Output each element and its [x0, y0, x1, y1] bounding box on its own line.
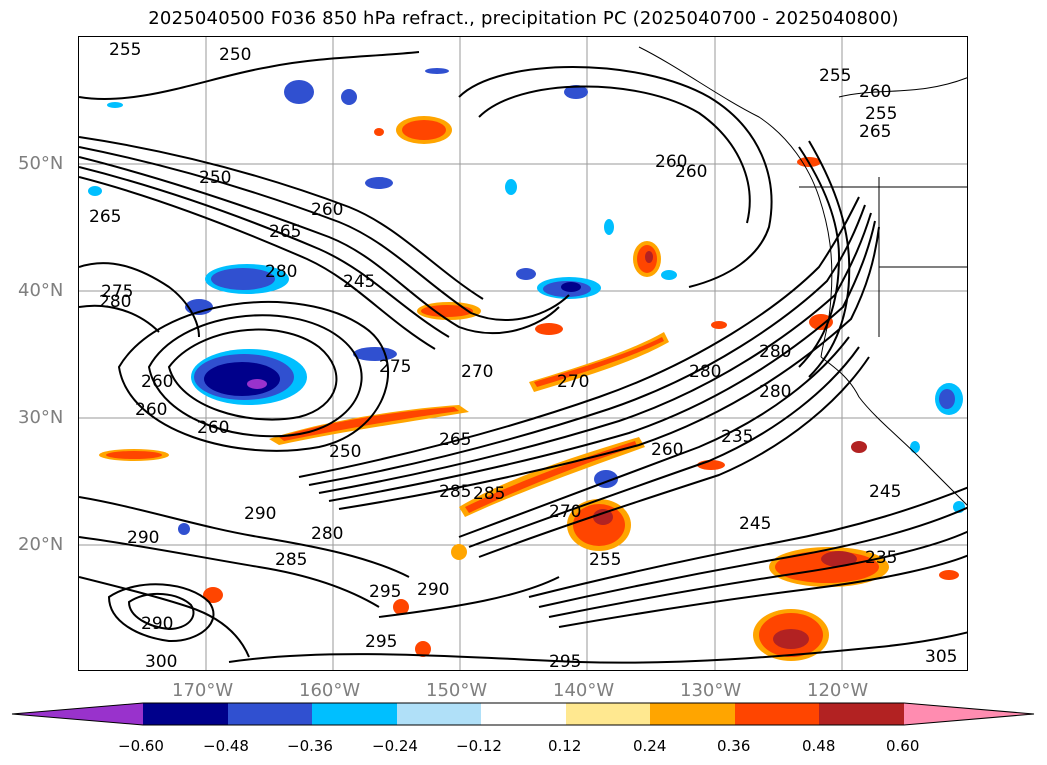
- contour-label: 255: [589, 550, 621, 570]
- colorbar-segment: [650, 703, 735, 725]
- contour-label: 280: [265, 262, 297, 282]
- contour-label: 235: [721, 427, 753, 447]
- lat-label-40n: 40°N: [18, 280, 64, 301]
- contour-label: 275: [101, 282, 133, 302]
- colorbar-segment: [143, 703, 228, 725]
- contour-label: 280: [689, 362, 721, 382]
- contour-label: 295: [365, 632, 397, 652]
- lat-label-20n: 20°N: [18, 534, 64, 555]
- contour-label: 250: [219, 45, 251, 65]
- contour-label: 260: [197, 418, 229, 438]
- contour-label: 260: [651, 440, 683, 460]
- lat-label-50n: 50°N: [18, 153, 64, 174]
- contour-label: 290: [127, 528, 159, 548]
- contour-label: 255: [819, 66, 851, 86]
- contour-labels: 255 250 260 265 280 275 260 270 260 270 …: [89, 40, 957, 671]
- colorbar-segment: [312, 703, 397, 725]
- contour-label: 260: [141, 372, 173, 392]
- negative-anomaly-patches: [88, 68, 965, 535]
- colorbar-tick: −0.12: [456, 737, 502, 755]
- contour-label: 235: [865, 548, 897, 568]
- lon-label-120w: 120°W: [807, 680, 869, 701]
- colorbar-tick: −0.60: [118, 737, 164, 755]
- map-title: 2025040500 F036 850 hPa refract., precip…: [148, 8, 899, 29]
- contour-label: 305: [925, 647, 957, 667]
- contour-label: 270: [549, 502, 581, 522]
- contour-label: 290: [244, 504, 276, 524]
- map-canvas: 255 250 260 265 280 275 260 270 260 270 …: [79, 37, 967, 671]
- contour-label: 295: [549, 652, 581, 671]
- contour-label: 280: [99, 292, 131, 312]
- colorbar-extend-high: [904, 703, 1034, 725]
- graticule: [79, 37, 967, 670]
- contour-label: 260: [135, 400, 167, 420]
- contour-label: 270: [461, 362, 493, 382]
- contour-label: 260: [311, 200, 343, 220]
- contour-label: 260: [859, 82, 891, 102]
- colorbar-segment: [735, 703, 819, 725]
- lon-label-130w: 130°W: [680, 680, 742, 701]
- colorbar-tick: 0.24: [633, 737, 667, 755]
- contour-label: 270: [557, 372, 589, 392]
- colorbar-tick: 0.48: [802, 737, 836, 755]
- colorbar-tick: −0.48: [203, 737, 249, 755]
- contour-label: 280: [759, 382, 791, 402]
- contour-label: 280: [311, 524, 343, 544]
- contour-label: 280: [759, 342, 791, 362]
- colorbar-segment: [566, 703, 650, 725]
- lon-label-170w: 170°W: [172, 680, 234, 701]
- lat-label-30n: 30°N: [18, 407, 64, 428]
- contour-label: 285: [439, 482, 471, 502]
- lon-label-150w: 150°W: [426, 680, 488, 701]
- colorbar-segment: [228, 703, 312, 725]
- contour-label: 245: [739, 514, 771, 534]
- positive-anomaly-patches: [99, 116, 959, 661]
- colorbar-extend-low: [12, 703, 143, 725]
- colorbar-tick: 0.12: [548, 737, 582, 755]
- contour-label: 265: [89, 207, 121, 227]
- colorbar-outline: [11, 702, 1035, 726]
- contour-label: 285: [473, 484, 505, 504]
- colorbar: [11, 702, 1035, 726]
- colorbar-tick: 0.60: [886, 737, 920, 755]
- colorbar-tick: −0.24: [372, 737, 418, 755]
- colorbar-tick: −0.36: [287, 737, 333, 755]
- contour-label: 290: [417, 580, 449, 600]
- contour-label: 250: [199, 168, 231, 188]
- contour-label: 245: [869, 482, 901, 502]
- contour-label: 260: [675, 162, 707, 182]
- contour-label: 265: [859, 122, 891, 142]
- contour-label: 255: [109, 40, 141, 60]
- contour-label: 265: [439, 430, 471, 450]
- contour-label: 295: [369, 582, 401, 602]
- colorbar-segment: [397, 703, 481, 725]
- contour-label: 260: [655, 152, 687, 172]
- contour-label: 265: [269, 222, 301, 242]
- colorbar-segment: [819, 703, 904, 725]
- contour-label: 245: [343, 272, 375, 292]
- contour-label: 275: [379, 357, 411, 377]
- lon-label-140w: 140°W: [553, 680, 615, 701]
- coastlines: [638, 46, 967, 506]
- colorbar-segment: [481, 703, 566, 725]
- contour-label: 250: [329, 442, 361, 462]
- colorbar-tick: 0.36: [717, 737, 751, 755]
- contour-label: 255: [865, 104, 897, 124]
- contour-label: 285: [275, 550, 307, 570]
- map-panel: 255 250 260 265 280 275 260 270 260 270 …: [78, 36, 968, 671]
- lon-label-160w: 160°W: [299, 680, 361, 701]
- contour-label: 290: [141, 614, 173, 634]
- contour-label: 300: [145, 652, 177, 671]
- refractivity-contours: [79, 51, 967, 664]
